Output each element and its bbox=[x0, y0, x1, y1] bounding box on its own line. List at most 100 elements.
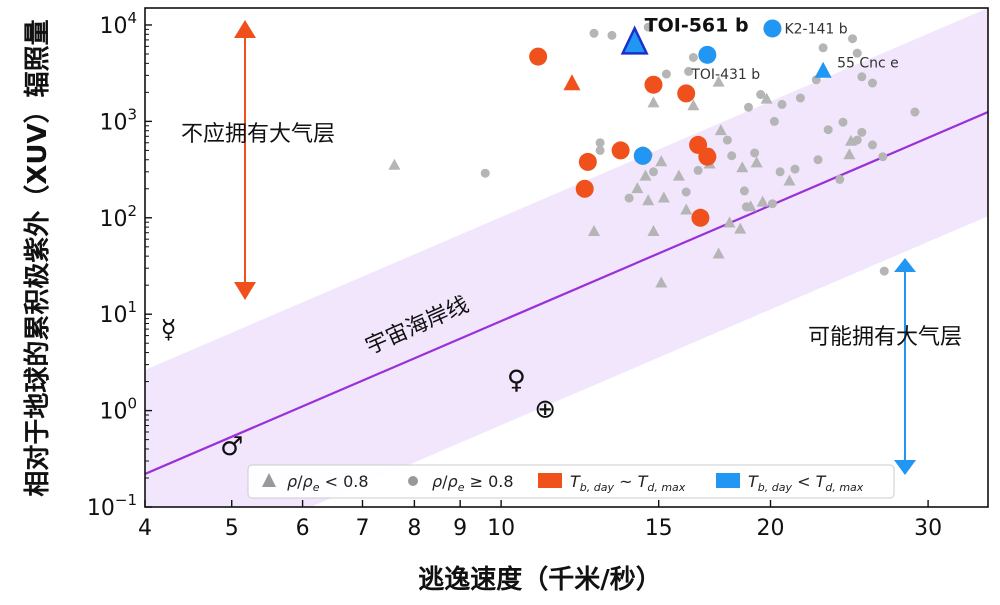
blue-triangle-point bbox=[814, 61, 832, 78]
planet-annotation-label: K2-141 b bbox=[784, 21, 847, 37]
gray-circle-point bbox=[910, 107, 920, 117]
gray-circle-point bbox=[643, 22, 653, 32]
orange-circle-point bbox=[677, 84, 696, 103]
gray-circle-point bbox=[857, 72, 867, 82]
gray-triangle-point bbox=[723, 216, 736, 228]
solar-system-planets: ☿ ♂ ♀ ⊕ bbox=[161, 315, 556, 462]
gray-triangle-point bbox=[657, 191, 670, 203]
shoreline-band bbox=[145, 8, 988, 507]
orange-circle-point bbox=[575, 179, 594, 198]
gray-circle-point bbox=[681, 187, 691, 197]
may-have-atmosphere-label: 可能拥有大气层 bbox=[808, 325, 962, 350]
gray-circle-point bbox=[688, 52, 698, 62]
no-atmosphere-label: 不应拥有大气层 bbox=[181, 122, 335, 147]
gray-circle-point bbox=[795, 93, 805, 103]
data-points bbox=[388, 19, 920, 288]
gray-triangle-point bbox=[642, 194, 655, 206]
x-tick-label: 30 bbox=[914, 516, 942, 541]
legend-gray-circle bbox=[408, 476, 418, 486]
gray-circle-point bbox=[739, 186, 749, 196]
gray-circle-point bbox=[867, 78, 877, 88]
gray-circle-point bbox=[813, 155, 823, 165]
gray-triangle-point bbox=[760, 92, 773, 104]
gray-circle-point bbox=[848, 34, 858, 44]
gray-circle-point bbox=[838, 117, 848, 127]
blue-circle-point bbox=[633, 146, 652, 165]
x-tick-label: 4 bbox=[138, 516, 152, 541]
gray-triangle-point bbox=[687, 99, 700, 111]
gray-circle-point bbox=[852, 48, 862, 58]
blue-circle-point bbox=[698, 45, 717, 64]
gray-circle-point bbox=[818, 43, 828, 53]
gray-circle-point bbox=[790, 164, 800, 174]
gray-circle-point bbox=[835, 174, 845, 184]
y-tick-label: 103 bbox=[99, 105, 137, 135]
gray-triangle-point bbox=[647, 96, 660, 108]
gray-triangle-point bbox=[631, 182, 644, 194]
toi-561b-triangle-point bbox=[620, 25, 649, 55]
y-axis-title: 相对于地球的累积极紫外（XUV）辐照量 bbox=[22, 19, 53, 496]
shoreline-line bbox=[145, 111, 988, 475]
gray-circle-point bbox=[595, 145, 605, 155]
orange-circle-point bbox=[611, 141, 630, 160]
x-tick-label: 5 bbox=[225, 516, 239, 541]
y-tick-label: 102 bbox=[99, 202, 137, 232]
x-tick-label: 9 bbox=[453, 516, 467, 541]
gray-circle-point bbox=[750, 148, 760, 158]
gray-circle-point bbox=[744, 102, 754, 112]
gray-circle-point bbox=[624, 193, 634, 203]
x-tick-label: 10 bbox=[487, 516, 515, 541]
gray-circle-point bbox=[777, 99, 787, 109]
orange-circle-point bbox=[698, 147, 717, 166]
gray-triangle-point bbox=[655, 155, 668, 167]
gray-triangle-point bbox=[750, 156, 763, 168]
gray-triangle-point bbox=[655, 276, 668, 288]
orange-circle-point bbox=[529, 47, 548, 66]
legend-label-circle: ρ/ρe ≥ 0.8 bbox=[432, 472, 514, 494]
x-tick-label: 15 bbox=[645, 516, 673, 541]
orange-circle-point bbox=[578, 152, 597, 171]
gray-triangle-point bbox=[672, 169, 685, 181]
x-tick-label: 7 bbox=[355, 516, 369, 541]
gray-triangle-point bbox=[388, 158, 401, 170]
gray-circle-point bbox=[767, 199, 777, 209]
gray-circle-point bbox=[867, 140, 877, 150]
gray-triangle-point bbox=[734, 222, 747, 234]
orange-circle-point bbox=[644, 75, 663, 94]
legend-label-orange: Tb, day ~ Td, max bbox=[570, 472, 686, 494]
legend-blue-patch bbox=[716, 473, 740, 488]
planet-annotations: TOI-561 b K2-141 b TOI-431 b 55 Cnc e bbox=[645, 14, 899, 83]
y-tick-label: 100 bbox=[99, 395, 137, 425]
orange-triangle-point bbox=[563, 74, 581, 91]
gray-triangle-point bbox=[756, 195, 769, 207]
gray-triangle-point bbox=[844, 134, 857, 146]
x-axis-title: 逃逸速度（千米/秒） bbox=[418, 564, 662, 595]
gray-triangle-point bbox=[639, 169, 652, 181]
gray-triangle-point bbox=[712, 75, 725, 87]
legend: ρ/ρe < 0.8 ρ/ρe ≥ 0.8 Tb, day ~ Td, max … bbox=[247, 464, 895, 499]
y-tick-label: 104 bbox=[99, 9, 137, 39]
gray-circle-point bbox=[693, 165, 703, 175]
orange-double-arrow bbox=[234, 20, 256, 300]
x-tick-label: 6 bbox=[296, 516, 310, 541]
gray-circle-point bbox=[589, 28, 599, 38]
blue-circle-point bbox=[763, 19, 782, 38]
gray-circle-point bbox=[480, 168, 490, 178]
legend-orange-patch bbox=[538, 473, 562, 488]
gray-circle-point bbox=[769, 116, 779, 126]
mercury-symbol: ☿ bbox=[161, 315, 177, 345]
toi-561b-label: TOI-561 b bbox=[645, 14, 749, 36]
gray-circle-point bbox=[661, 69, 671, 79]
gray-circle-point bbox=[878, 152, 888, 162]
mars-symbol: ♂ bbox=[220, 432, 243, 462]
planet-annotation-label: 55 Cnc e bbox=[837, 55, 899, 71]
legend-label-triangle: ρ/ρe < 0.8 bbox=[287, 472, 369, 494]
gray-triangle-point bbox=[712, 247, 725, 259]
legend-gray-triangle bbox=[262, 473, 276, 487]
x-axis-ticks: 4 5 6 7 8 9 10 15 20 30 bbox=[138, 500, 942, 541]
gray-triangle-point bbox=[783, 174, 796, 186]
blue-double-arrow bbox=[894, 258, 916, 475]
gray-triangle-point bbox=[588, 224, 601, 236]
orange-circle-point bbox=[691, 208, 710, 227]
